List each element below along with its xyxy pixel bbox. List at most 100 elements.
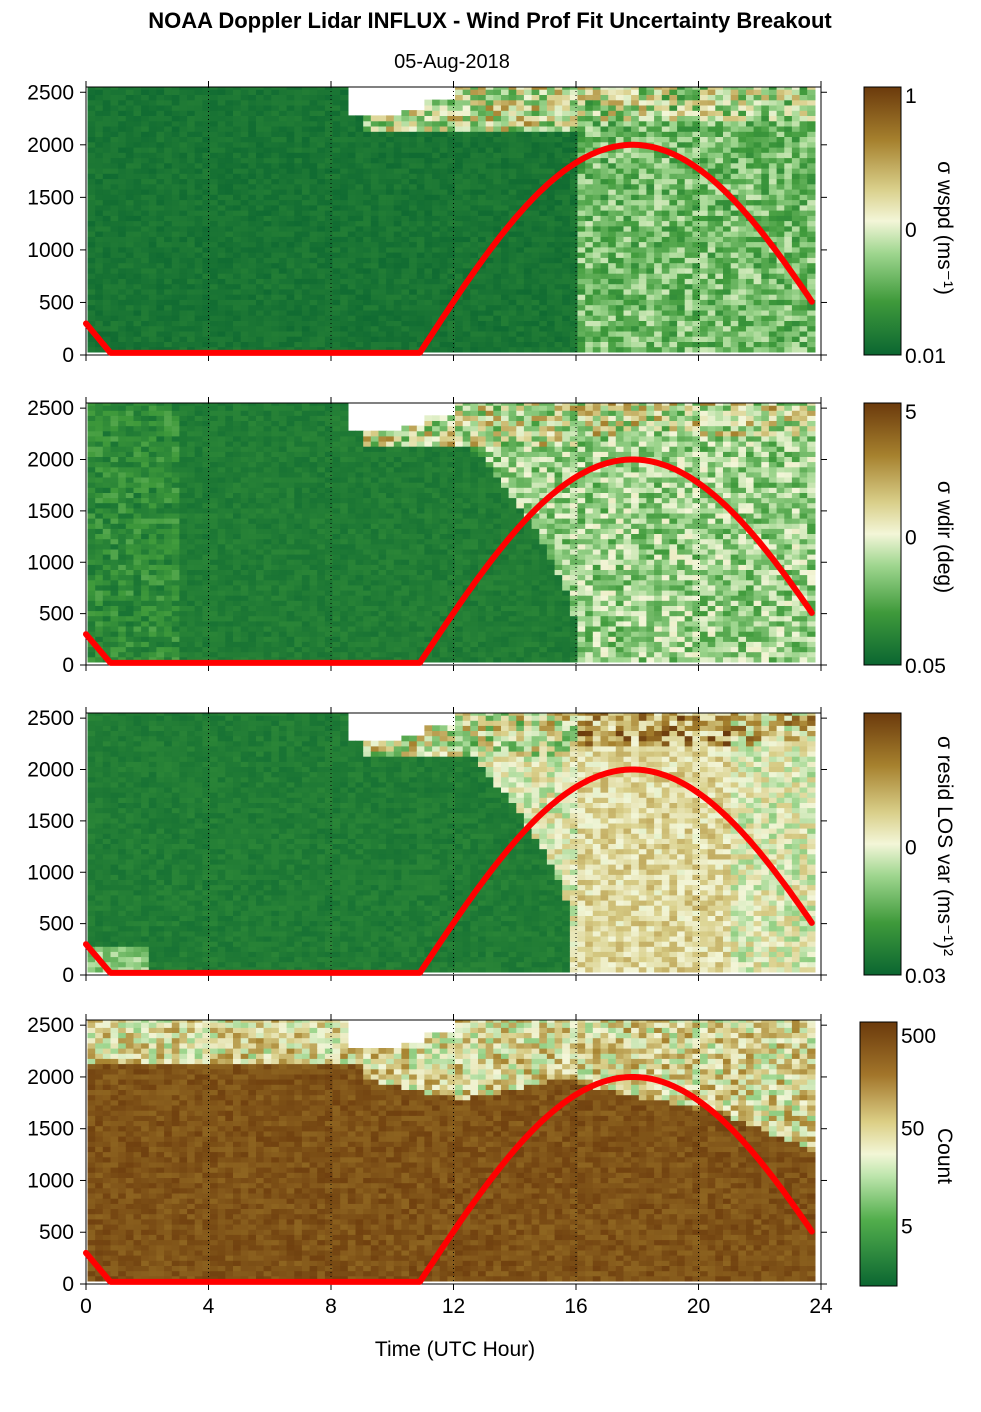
heatmap-cell [102, 435, 112, 442]
heatmap-cell [646, 262, 655, 269]
heatmap-cell [386, 157, 395, 164]
heatmap-cell [730, 315, 739, 321]
heatmap-cell [753, 215, 762, 222]
heatmap-cell [386, 273, 395, 279]
heatmap-cell [248, 99, 257, 106]
heatmap-cell [631, 199, 640, 206]
heatmap-cell [646, 236, 655, 243]
heatmap-cell [278, 220, 288, 227]
heatmap-cell [661, 157, 671, 164]
heatmap-cell [102, 288, 112, 295]
heatmap-cell [531, 87, 540, 90]
heatmap-cell [723, 204, 732, 211]
heatmap-cell [485, 257, 494, 264]
heatmap-cell [761, 273, 770, 279]
heatmap-cell [738, 341, 747, 348]
heatmap-cell [531, 231, 540, 237]
heatmap-cell [692, 194, 701, 201]
heatmap-cell [753, 294, 762, 300]
heatmap-cell [347, 194, 357, 201]
heatmap-cell [485, 115, 494, 122]
heatmap-cell [309, 241, 318, 248]
heatmap-cell [432, 330, 441, 337]
heatmap-cell [87, 231, 96, 237]
heatmap-cell [646, 152, 655, 159]
heatmap-cell [248, 267, 257, 274]
heatmap-cell [363, 199, 372, 206]
heatmap-cell [210, 325, 219, 332]
heatmap-cell [723, 278, 732, 285]
heatmap-cell [546, 87, 556, 90]
heatmap-cell [715, 157, 724, 164]
heatmap-cell [263, 346, 272, 353]
heatmap-cell [592, 194, 602, 201]
heatmap-cell [615, 220, 625, 227]
heatmap-cell [791, 210, 801, 216]
heatmap-cell [554, 273, 563, 279]
heatmap-cell [784, 104, 793, 111]
heatmap-cell [600, 204, 609, 211]
heatmap-cell [148, 162, 158, 169]
heatmap-cell [133, 99, 142, 106]
heatmap-cell [654, 152, 663, 159]
heatmap-cell [278, 188, 288, 195]
heatmap-cell [416, 210, 426, 216]
heatmap-cell [791, 167, 801, 174]
heatmap-cell [148, 278, 158, 285]
heatmap-cell [210, 87, 219, 90]
colorbar-label: σ wspd (ms⁻¹) [933, 161, 956, 295]
heatmap-cell [278, 204, 288, 211]
heatmap-cell [95, 262, 104, 269]
heatmap-cell [317, 162, 326, 169]
heatmap-cell [539, 346, 548, 353]
heatmap-cell [485, 215, 494, 222]
heatmap-cell [493, 204, 502, 211]
heatmap-cell [164, 131, 173, 137]
heatmap-cell [324, 346, 334, 353]
heatmap-cell [102, 554, 112, 560]
heatmap-cell [432, 299, 441, 306]
heatmap-cell [309, 309, 318, 316]
heatmap-cell [370, 115, 380, 122]
heatmap-cell [164, 294, 173, 300]
heatmap-cell [294, 210, 303, 216]
heatmap-cell [95, 471, 104, 478]
heatmap-cell [225, 215, 234, 222]
heatmap-cell [347, 325, 357, 332]
heatmap-cell [225, 278, 234, 285]
heatmap-cell [592, 220, 602, 227]
heatmap-cell [623, 183, 632, 190]
heatmap-cell [118, 346, 127, 353]
heatmap-cell [393, 341, 403, 348]
heatmap-cell [746, 188, 755, 195]
heatmap-cell [546, 257, 556, 264]
heatmap-cell [753, 246, 762, 253]
heatmap-cell [692, 141, 701, 148]
y-tick-label: 500 [39, 291, 74, 314]
heatmap-cell [677, 309, 686, 316]
heatmap-cell [271, 87, 280, 90]
heatmap-cell [684, 152, 693, 159]
heatmap-cell [118, 262, 127, 269]
heatmap-cell [286, 188, 295, 195]
heatmap-cell [700, 178, 709, 185]
heatmap-cell [646, 199, 655, 206]
heatmap-cell [554, 115, 563, 122]
heatmap-cell [110, 257, 119, 264]
heatmap-cell [554, 325, 563, 332]
heatmap-cell [684, 99, 693, 106]
heatmap-cell [217, 146, 226, 153]
heatmap-cell [187, 252, 196, 258]
heatmap-cell [294, 294, 303, 300]
heatmap-cell [485, 120, 494, 127]
heatmap-cell [95, 125, 104, 132]
heatmap-cell [133, 152, 142, 159]
heatmap-cell [355, 215, 364, 222]
heatmap-cell [95, 346, 104, 353]
heatmap-cell [194, 120, 203, 127]
heatmap-cell [340, 89, 349, 95]
heatmap-cell [378, 257, 387, 264]
heatmap-cell [715, 162, 724, 169]
heatmap-cell [784, 294, 793, 300]
heatmap-cell [615, 241, 625, 248]
